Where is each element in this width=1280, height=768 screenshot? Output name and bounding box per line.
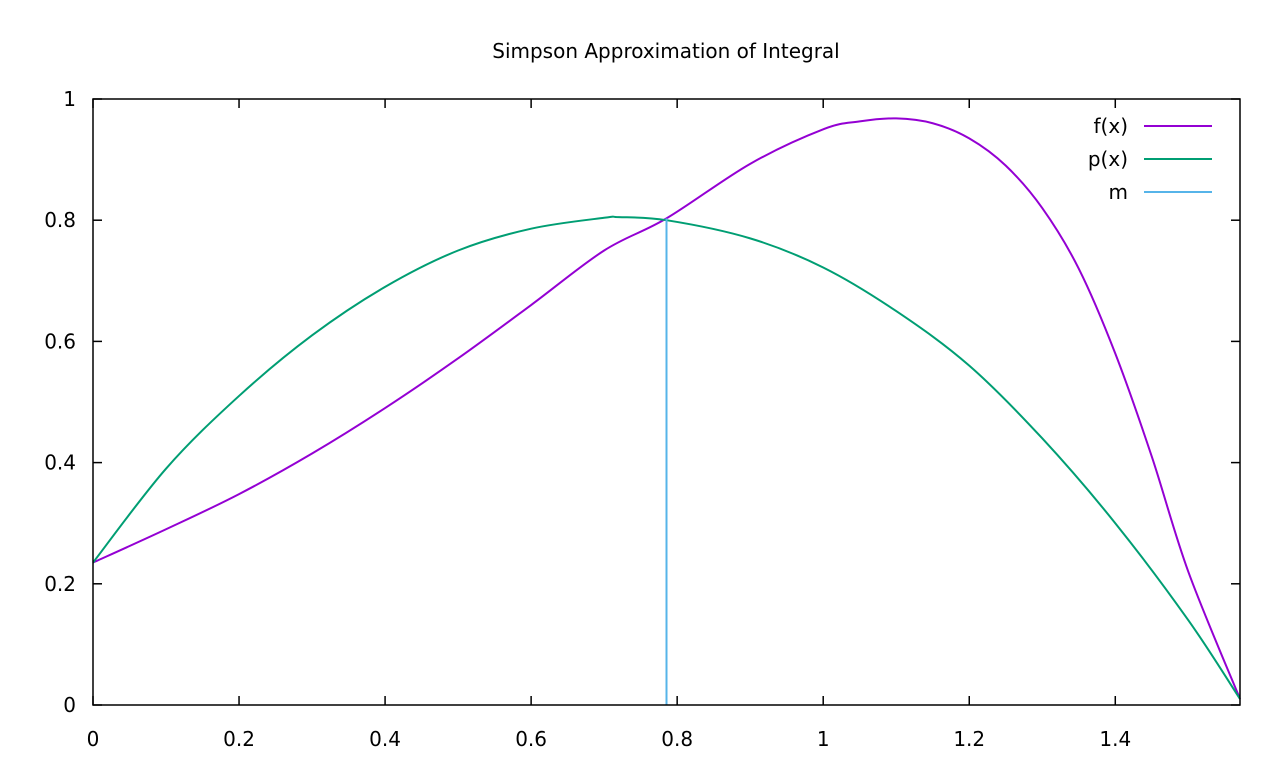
legend-label: f(x)	[1094, 114, 1128, 138]
y-tick-label: 0	[63, 693, 76, 717]
x-tick-label: 1	[817, 727, 830, 751]
chart-title: Simpson Approximation of Integral	[492, 39, 839, 63]
y-tick-label: 0.6	[44, 329, 76, 353]
legend-entry: m	[1109, 180, 1212, 204]
legend-entry: f(x)	[1094, 114, 1212, 138]
x-tick-label: 1.4	[1099, 727, 1131, 751]
legend-label: m	[1109, 180, 1128, 204]
legend-label: p(x)	[1088, 147, 1128, 171]
series-line-f-x	[92, 117, 1241, 700]
legend: f(x) p(x) m	[1088, 114, 1212, 204]
series-line-p-x	[92, 215, 1241, 700]
x-tick-label: 0.4	[369, 727, 401, 751]
y-tick-label: 0.2	[44, 572, 76, 596]
x-tick-label: 0.6	[515, 727, 547, 751]
x-tick-label: 0.2	[223, 727, 255, 751]
x-tick-label: 1.2	[953, 727, 985, 751]
legend-entry: p(x)	[1088, 147, 1212, 171]
series-layer	[92, 117, 1241, 705]
y-tick-label: 1	[63, 87, 76, 111]
axes-layer: 0 0.2 0.4 0.6 0.8 1 1.2 1.4 0 0.2 0.4 0.6 0.8 1	[44, 87, 1241, 751]
plot-border	[92, 98, 1241, 706]
y-tick-label: 0.8	[44, 208, 76, 232]
x-tick-label: 0.8	[661, 727, 693, 751]
y-tick-label: 0.4	[44, 451, 76, 475]
x-tick-label: 0	[87, 727, 100, 751]
